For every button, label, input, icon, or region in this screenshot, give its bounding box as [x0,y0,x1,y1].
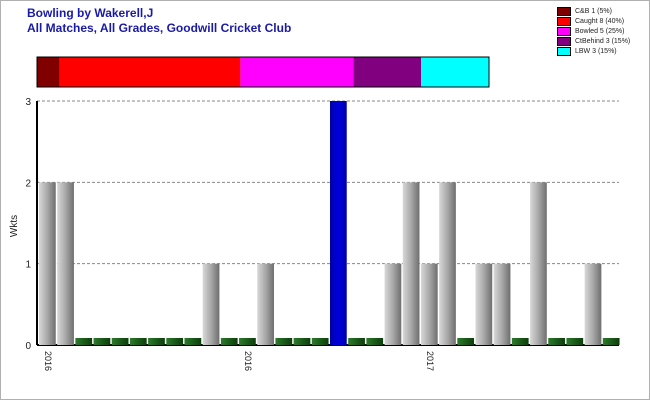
bar [348,338,365,345]
bars [39,101,620,345]
legend-label: C&B 1 (5%) [575,7,612,15]
legend-label: Caught 8 (40%) [575,17,625,25]
bar [475,263,493,345]
dismissal-segment-lbw [421,57,489,87]
bar [148,338,165,345]
legend-item-caught: Caught 8 (40%) [557,16,630,26]
grid-lines [37,100,619,265]
x-tick-label: 2016 [43,351,53,371]
legend-item-lbw: LBW 3 (15%) [557,46,630,56]
bar [275,338,293,345]
bar [511,338,529,345]
legend-swatch [557,46,571,56]
bar [75,338,93,345]
bar [548,338,565,345]
bar [220,338,238,345]
bar [311,338,329,345]
bar [166,338,184,345]
tick-labels: 0 1 2 3 2016 2016 2017 [25,97,435,371]
bar [566,338,584,345]
bar [457,338,475,345]
bar [93,338,111,345]
dismissal-breakdown-bar [36,56,490,88]
bar [530,182,547,345]
legend: C&B 1 (5%) Caught 8 (40%) Bowled 5 (25%)… [557,6,630,56]
x-tick-label: 2016 [243,351,253,371]
bar [39,182,56,345]
dismissal-segment-bowled [240,57,354,87]
bar [439,182,456,345]
legend-label: Bowled 5 (25%) [575,27,625,35]
dismissal-segment-ctbehind [353,57,422,87]
bar [57,182,74,345]
legend-label: CtBehind 3 (15%) [575,37,631,45]
bar [184,338,202,345]
bar [366,338,384,345]
legend-item-cab: C&B 1 (5%) [557,6,630,16]
dismissal-bar-border [36,56,490,88]
dismissal-segment-c&b [37,57,60,87]
bar [330,101,347,345]
bar [257,263,274,345]
y-tick-label: 1 [25,260,31,271]
dismissal-segment-caught [59,57,241,87]
legend-item-bowled: Bowled 5 (25%) [557,26,630,36]
bar [111,338,129,345]
bar [384,263,402,345]
y-axis-label: Wkts [9,215,20,237]
legend-swatch [557,36,571,46]
legend-swatch [557,6,571,16]
bar [129,338,147,345]
bar [602,338,620,345]
chart-subtitle: All Matches, All Grades, Goodwill Cricke… [27,21,292,35]
bar [202,263,220,345]
y-tick-label: 0 [25,341,31,352]
legend-swatch [557,16,571,26]
chart-title: Bowling by Wakerell,J [27,6,154,20]
bar [493,263,511,345]
bar [584,263,602,345]
bar [420,263,438,345]
legend-swatch [557,26,571,36]
y-tick-label: 2 [25,178,31,189]
bar [239,338,256,345]
y-tick-label: 3 [25,97,31,108]
x-tick-label: 2017 [425,351,435,371]
bar [293,338,311,345]
legend-label: LBW 3 (15%) [575,47,617,55]
bar [402,182,420,345]
legend-item-ctbehind: CtBehind 3 (15%) [557,36,630,46]
